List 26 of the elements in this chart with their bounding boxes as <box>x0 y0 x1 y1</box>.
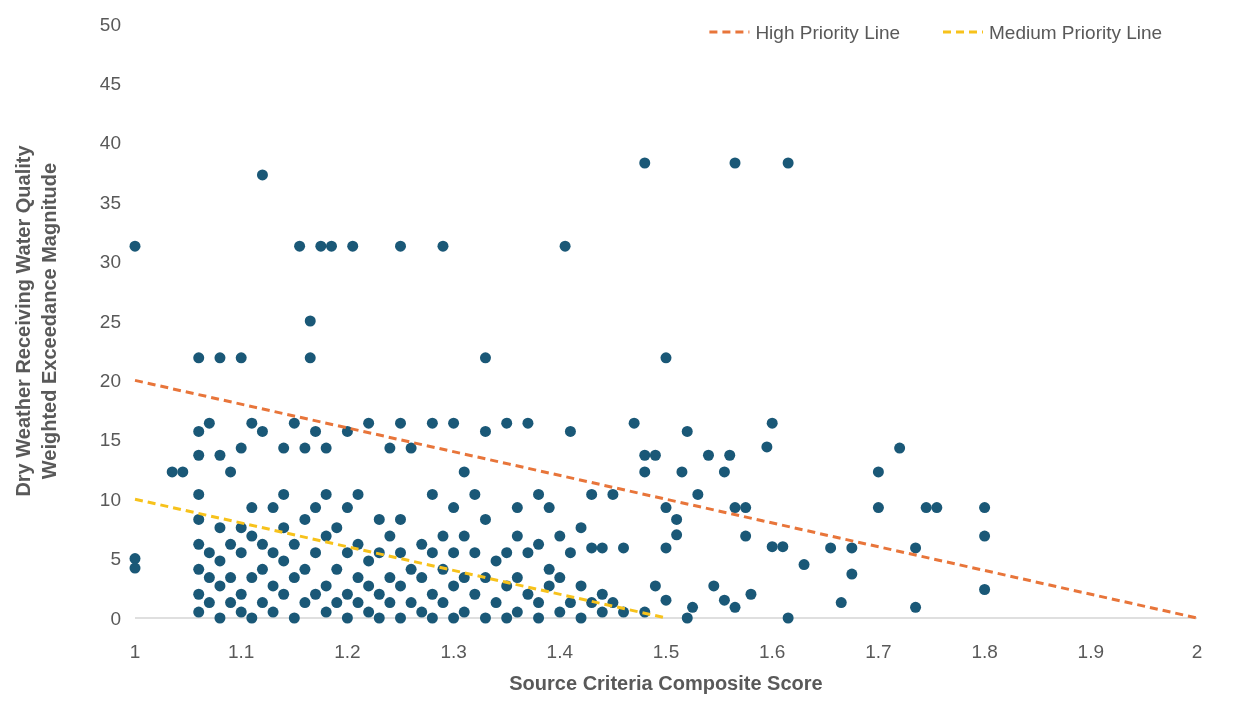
y-tick-label: 0 <box>110 607 121 629</box>
x-tick-label: 1 <box>129 641 141 662</box>
y-tick-label: 45 <box>99 73 121 95</box>
x-axis-title: Source Criteria Composite Score <box>509 672 823 694</box>
y-tick-label: 40 <box>99 132 121 154</box>
y-tick-label: 35 <box>99 191 121 213</box>
x-tick-label: 1.3 <box>440 641 467 662</box>
x-tick-label: 1.9 <box>1077 641 1105 662</box>
x-tick-label: 1.4 <box>546 641 574 662</box>
x-tick-label: 1.7 <box>865 641 892 662</box>
y-tick-label: 20 <box>99 370 121 392</box>
x-tick-label: 1.1 <box>227 641 255 662</box>
x-tick-label: 2 <box>1191 641 1203 662</box>
legend-label: Medium Priority Line <box>989 21 1163 43</box>
legend-label: High Priority Line <box>755 21 901 43</box>
y-tick-label: 5 <box>110 548 121 570</box>
y-tick-label: 25 <box>99 310 121 332</box>
x-tick-label: 1.5 <box>652 641 680 662</box>
x-tick-label: 1.8 <box>971 641 998 662</box>
x-tick-label: 1.2 <box>334 641 361 662</box>
y-tick-label: 50 <box>99 13 121 35</box>
x-tick-label: 1.6 <box>758 641 786 662</box>
y-tick-label: 10 <box>99 488 121 510</box>
y-axis-title: Dry Weather Receiving Water Quality Weighted Exceedance Magnitude <box>12 144 60 497</box>
y-tick-label: 15 <box>99 429 121 451</box>
y-tick-label: 30 <box>99 251 121 273</box>
